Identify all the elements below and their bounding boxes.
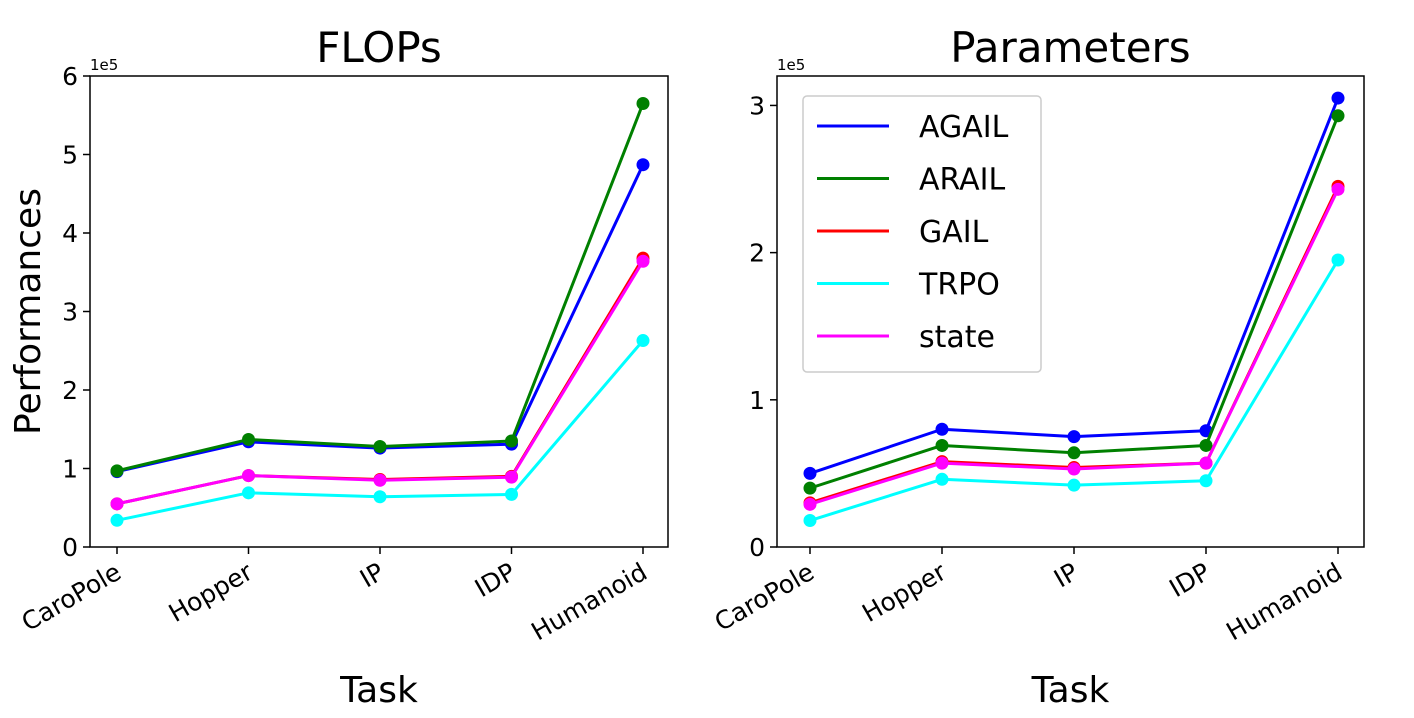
data-point-state — [935, 456, 949, 470]
data-point-arail — [1199, 438, 1213, 452]
data-point-trpo — [1331, 253, 1345, 267]
data-point-state — [636, 254, 650, 268]
data-point-arail — [1331, 109, 1345, 123]
x-axis-label: Task — [339, 670, 418, 711]
data-point-arail — [1067, 446, 1081, 460]
legend-label: AGAIL — [919, 110, 1009, 145]
data-point-trpo — [803, 514, 817, 528]
data-point-trpo — [505, 487, 518, 501]
y-tick-label: 2 — [749, 239, 765, 268]
axis-offset-label: 1e5 — [777, 56, 805, 74]
x-tick-label: Hopper — [164, 557, 258, 628]
y-tick-label: 5 — [62, 141, 78, 170]
data-point-agail — [935, 422, 949, 436]
legend-label: TRPO — [918, 268, 1000, 303]
data-point-agail — [636, 158, 650, 172]
data-point-trpo — [242, 486, 255, 500]
data-point-state — [1331, 182, 1345, 196]
data-point-trpo — [373, 490, 387, 504]
y-tick-label: 1 — [62, 455, 78, 484]
series-line-state — [116, 260, 645, 506]
x-tick-label: Humanoid — [1221, 557, 1347, 646]
data-point-trpo — [636, 334, 650, 348]
data-point-state — [373, 473, 387, 487]
y-tick-label: 1 — [749, 386, 765, 415]
data-point-arail — [505, 434, 518, 448]
data-point-state — [242, 469, 255, 483]
series-line-gail — [116, 257, 645, 506]
legend-box — [802, 95, 1042, 373]
data-point-arail — [935, 438, 949, 452]
chart-title: Parameters — [950, 23, 1190, 72]
legend-label: state — [919, 320, 995, 355]
y-tick-label: 0 — [62, 533, 78, 562]
data-point-agail — [803, 466, 817, 480]
y-tick-label: 3 — [749, 91, 765, 120]
y-tick-label: 3 — [62, 298, 78, 327]
data-point-arail — [110, 464, 124, 478]
x-tick-label: Hopper — [857, 557, 951, 628]
x-tick-label: IDP — [1164, 557, 1215, 603]
x-tick-label: IDP — [470, 557, 521, 603]
x-tick-label: CaroPole — [17, 557, 126, 637]
data-point-state — [1199, 456, 1213, 470]
legend-label: ARAIL — [919, 163, 1006, 198]
data-point-trpo — [110, 513, 124, 527]
data-point-arail — [242, 432, 255, 446]
x-tick-label: IP — [1049, 557, 1083, 593]
y-tick-label: 2 — [62, 376, 78, 405]
data-point-state — [803, 497, 817, 511]
data-point-arail — [373, 440, 387, 454]
axis-offset-label: 1e5 — [90, 56, 118, 74]
series-line-arail — [116, 102, 645, 473]
data-point-agail — [1067, 430, 1081, 444]
data-point-trpo — [1067, 478, 1081, 492]
data-point-state — [505, 470, 518, 484]
data-point-state — [110, 497, 124, 511]
x-tick-label: IP — [355, 557, 389, 593]
chart-panel-1: Parameters 1e5 0 1 2 3 CaroPole Hopper IP IDP Huma… — [710, 23, 1365, 711]
chart-title: FLOPs — [316, 23, 442, 72]
series-line-agail — [116, 164, 645, 474]
plot-frame — [776, 75, 1365, 548]
data-point-arail — [803, 481, 817, 495]
data-point-trpo — [935, 472, 949, 486]
x-tick-label: CaroPole — [710, 557, 819, 637]
data-point-trpo — [1199, 474, 1213, 488]
legend-label: GAIL — [919, 215, 989, 250]
y-tick-label: 4 — [62, 219, 78, 248]
y-tick-label: 0 — [749, 533, 765, 562]
x-tick-label: Humanoid — [526, 557, 652, 646]
y-tick-label: 6 — [62, 62, 78, 91]
chart-panel-0: FLOPs 1e5 0 1 2 3 4 5 6 CaroPole Hopper IP IDP Humano… — [8, 23, 669, 711]
data-point-arail — [636, 96, 650, 110]
x-axis-label: Task — [1031, 670, 1110, 711]
data-point-state — [1067, 462, 1081, 476]
data-point-agail — [1331, 91, 1345, 105]
y-axis-label: Performances — [8, 188, 49, 435]
